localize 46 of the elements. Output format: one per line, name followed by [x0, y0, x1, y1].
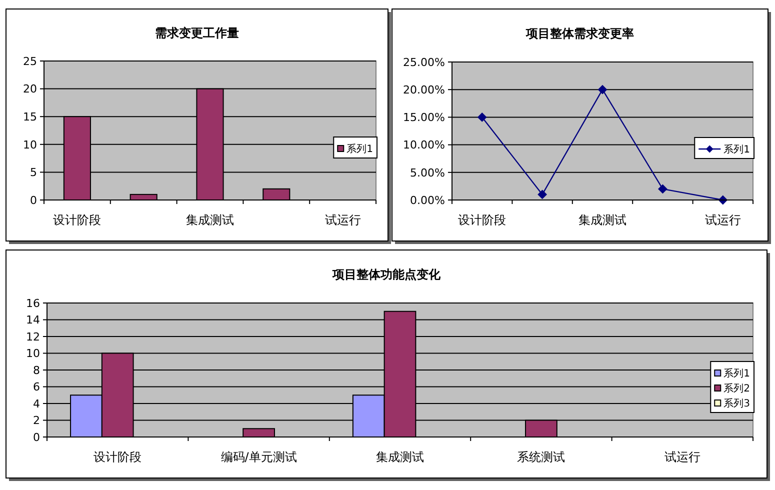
x-tick-label: 系统测试 [517, 450, 566, 464]
y-tick-label: 25 [23, 54, 37, 68]
y-tick-label: 20.00% [403, 83, 445, 96]
y-tick-label: 0 [30, 194, 37, 207]
chart-title: 项目整体功能点变化 [332, 268, 442, 282]
y-tick-label: 0.00% [410, 194, 445, 207]
y-tick-label: 5.00% [410, 166, 445, 180]
x-tick-label: 试运行 [324, 213, 361, 228]
x-tick-label: 试运行 [704, 213, 741, 228]
y-tick-label: 10 [23, 138, 37, 152]
y-tick-label: 15 [23, 110, 37, 124]
legend-label: 系列1 [346, 143, 373, 155]
legend-label: 系列1 [724, 368, 750, 380]
x-tick-label: 设计阶段 [53, 213, 102, 228]
point [478, 112, 487, 122]
point [598, 85, 607, 94]
y-tick-label: 5 [30, 166, 37, 180]
legend-label: 系列1 [724, 144, 750, 156]
x-tick-label: 编码/单元测试 [220, 450, 297, 464]
y-tick-label: 8 [33, 364, 40, 377]
y-tick-label: 2 [33, 414, 40, 428]
y-tick-label: 4 [33, 397, 40, 410]
y-tick-label: 6 [33, 380, 40, 394]
bar [242, 428, 275, 438]
x-tick-label: 试运行 [664, 450, 700, 464]
bar [262, 188, 290, 200]
chart-title: 项目整体需求变更率 [525, 26, 634, 41]
legend-label: 系列3 [724, 398, 750, 410]
y-tick-label: 10.00% [403, 138, 445, 152]
y-tick-label: 20 [23, 82, 37, 96]
legend-label: 系列2 [724, 382, 750, 394]
x-tick-label: 集成测试 [186, 213, 234, 228]
y-tick-label: 16 [26, 296, 40, 310]
point [538, 190, 547, 199]
y-tick-label: 0 [33, 430, 40, 444]
point [658, 184, 668, 194]
x-tick-label: 集成测试 [376, 450, 424, 464]
y-tick-label: 14 [26, 314, 40, 327]
y-tick-label: 15.00% [403, 111, 445, 124]
y-tick-label: 10 [26, 347, 40, 360]
x-tick-label: 集成测试 [578, 213, 626, 228]
x-tick-label: 设计阶段 [458, 213, 506, 228]
chart-title: 需求变更工作量 [155, 26, 239, 40]
y-tick-label: 25.00% [403, 56, 445, 69]
x-tick-label: 设计阶段 [94, 450, 142, 464]
y-tick-label: 12 [26, 330, 40, 344]
